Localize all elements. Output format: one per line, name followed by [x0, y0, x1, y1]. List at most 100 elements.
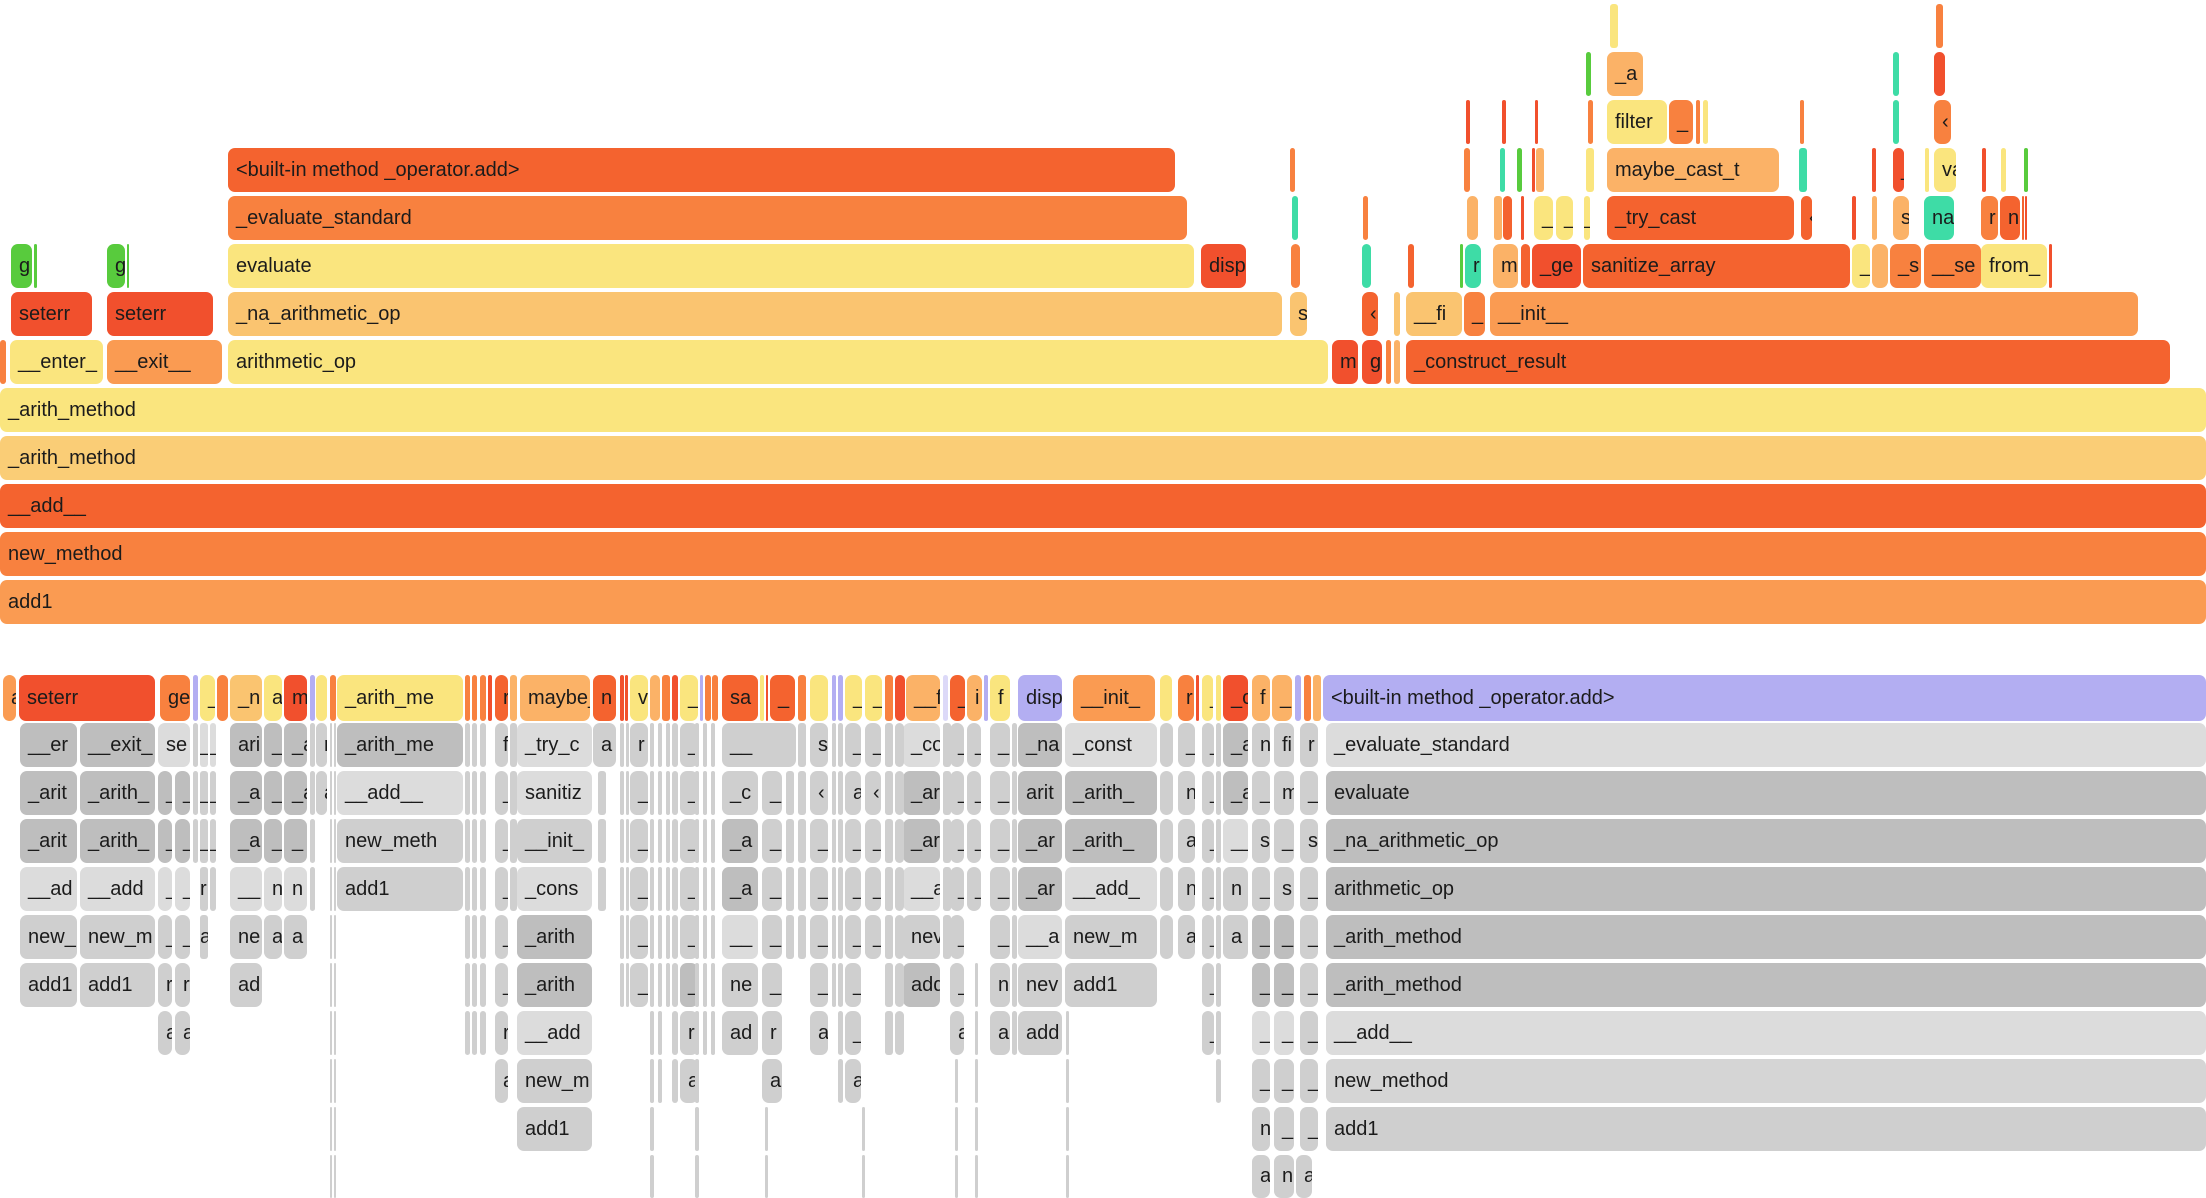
dimmed-flame-frame[interactable]: _ [950, 723, 964, 767]
dimmed-flame-frame[interactable] [786, 819, 794, 863]
dimmed-flame-frame[interactable] [786, 867, 794, 911]
dimmed-flame-frame[interactable] [695, 915, 699, 959]
dimmed-flame-frame[interactable]: _ [495, 915, 508, 959]
dimmed-flame-frame[interactable] [1216, 819, 1221, 863]
dimmed-flame-frame[interactable]: __a [903, 867, 940, 911]
flame-frame[interactable]: from_ [1981, 244, 2047, 288]
dimmed-flame-frame[interactable]: _arith_method [1326, 915, 2206, 959]
dimmed-flame-frame[interactable] [703, 867, 707, 911]
flame-frame[interactable] [2001, 148, 2006, 192]
dimmed-flame-frame[interactable] [334, 723, 336, 767]
dimmed-flame-frame[interactable] [658, 915, 662, 959]
flame-frame[interactable] [1408, 244, 1414, 288]
dimmed-flame-frame[interactable] [885, 915, 893, 959]
dimmed-flame-frame[interactable] [334, 963, 336, 1007]
dimmed-flame-frame[interactable] [480, 819, 486, 863]
dimmed-flame-frame[interactable] [480, 771, 486, 815]
flame-frame[interactable]: disp [1201, 244, 1246, 288]
dimmed-flame-frame[interactable]: __exit_ [80, 723, 155, 767]
dimmed-flame-frame[interactable] [650, 723, 654, 767]
dimmed-flame-frame[interactable]: _ [158, 771, 172, 815]
dimmed-flame-frame[interactable] [765, 1155, 768, 1198]
dimmed-flame-frame[interactable]: _ [1178, 723, 1195, 767]
flame-frame[interactable]: g [107, 244, 125, 288]
flame-frame[interactable]: f [990, 675, 1010, 721]
flame-frame[interactable]: s [1290, 292, 1307, 336]
flame-frame[interactable] [700, 675, 703, 721]
flame-frame[interactable]: v [630, 675, 648, 721]
dimmed-flame-frame[interactable] [1012, 723, 1017, 767]
flame-frame[interactable]: new_method [0, 532, 2206, 576]
dimmed-flame-frame[interactable]: ad [230, 963, 262, 1007]
dimmed-flame-frame[interactable]: a [495, 1059, 508, 1103]
dimmed-flame-frame[interactable] [838, 1059, 843, 1103]
dimmed-flame-frame[interactable] [330, 867, 332, 911]
dimmed-flame-frame[interactable]: _ [1274, 1011, 1294, 1055]
flame-frame[interactable]: sanitize_array [1583, 244, 1850, 288]
dimmed-flame-frame[interactable]: _ [1252, 867, 1270, 911]
dimmed-flame-frame[interactable] [975, 963, 978, 1007]
dimmed-flame-frame[interactable]: _ar [1018, 819, 1062, 863]
dimmed-flame-frame[interactable]: _ [1300, 771, 1318, 815]
dimmed-flame-frame[interactable]: _ [990, 723, 1010, 767]
dimmed-flame-frame[interactable] [658, 867, 662, 911]
dimmed-flame-frame[interactable]: _ [950, 771, 964, 815]
dimmed-flame-frame[interactable]: _ [950, 819, 964, 863]
dimmed-flame-frame[interactable] [1216, 723, 1221, 767]
flame-frame[interactable]: _ [1464, 292, 1485, 336]
dimmed-flame-frame[interactable]: _arith_method [1326, 963, 2206, 1007]
dimmed-flame-frame[interactable]: _ [1202, 771, 1214, 815]
dimmed-flame-frame[interactable]: __er [20, 723, 77, 767]
flame-frame[interactable]: _c [1223, 675, 1248, 721]
flame-frame[interactable] [1872, 148, 1876, 192]
dimmed-flame-frame[interactable] [480, 867, 486, 911]
dimmed-flame-frame[interactable] [330, 1155, 332, 1198]
dimmed-flame-frame[interactable]: __ [722, 915, 758, 959]
dimmed-flame-frame[interactable]: _ [1274, 819, 1294, 863]
dimmed-flame-frame[interactable] [943, 915, 951, 959]
flame-frame[interactable]: __init_ [1073, 675, 1155, 721]
dimmed-flame-frame[interactable] [1012, 963, 1017, 1007]
dimmed-flame-frame[interactable] [472, 819, 477, 863]
dimmed-flame-frame[interactable]: _ [967, 819, 981, 863]
flame-frame[interactable]: __f [906, 675, 940, 721]
dimmed-flame-frame[interactable]: ‹ [865, 771, 881, 815]
dimmed-flame-frame[interactable] [330, 723, 332, 767]
dimmed-flame-frame[interactable] [672, 963, 678, 1007]
dimmed-flame-frame[interactable] [895, 771, 904, 815]
dimmed-flame-frame[interactable] [695, 723, 699, 767]
flame-frame[interactable]: na [1924, 196, 1954, 240]
dimmed-flame-frame[interactable] [626, 915, 629, 959]
dimmed-flame-frame[interactable]: _ar [1018, 867, 1062, 911]
dimmed-flame-frame[interactable] [480, 915, 486, 959]
dimmed-flame-frame[interactable]: _ [1274, 963, 1294, 1007]
dimmed-flame-frame[interactable] [330, 963, 332, 1007]
flame-frame[interactable]: n [2000, 196, 2020, 240]
flame-frame[interactable] [1466, 100, 1470, 144]
dimmed-flame-frame[interactable] [895, 723, 904, 767]
dimmed-flame-frame[interactable]: _arit [20, 819, 77, 863]
dimmed-flame-frame[interactable] [943, 819, 951, 863]
flame-frame[interactable] [1872, 196, 1877, 240]
dimmed-flame-frame[interactable] [626, 723, 629, 767]
flame-frame[interactable] [1521, 244, 1530, 288]
flame-frame[interactable] [510, 675, 517, 721]
dimmed-flame-frame[interactable] [862, 1155, 865, 1198]
flame-frame[interactable]: _ [1669, 100, 1693, 144]
dimmed-flame-frame[interactable]: add [1018, 1011, 1062, 1055]
dimmed-flame-frame[interactable]: sanitiz [517, 771, 592, 815]
dimmed-flame-frame[interactable] [838, 819, 843, 863]
dimmed-flame-frame[interactable]: _ [1274, 1107, 1294, 1151]
dimmed-flame-frame[interactable] [943, 771, 951, 815]
dimmed-flame-frame[interactable]: n [1178, 771, 1195, 815]
flame-frame[interactable] [1196, 675, 1199, 721]
dimmed-flame-frame[interactable] [975, 1155, 978, 1198]
flame-frame[interactable] [1586, 52, 1591, 96]
dimmed-flame-frame[interactable]: _ [680, 771, 698, 815]
dimmed-flame-frame[interactable]: _ [680, 723, 698, 767]
dimmed-flame-frame[interactable]: r [630, 723, 648, 767]
dimmed-flame-frame[interactable]: _ [1252, 963, 1270, 1007]
flame-frame[interactable] [1532, 148, 1535, 192]
dimmed-flame-frame[interactable]: _arith_ [1065, 819, 1157, 863]
flame-frame[interactable]: __add__ [0, 484, 2206, 528]
